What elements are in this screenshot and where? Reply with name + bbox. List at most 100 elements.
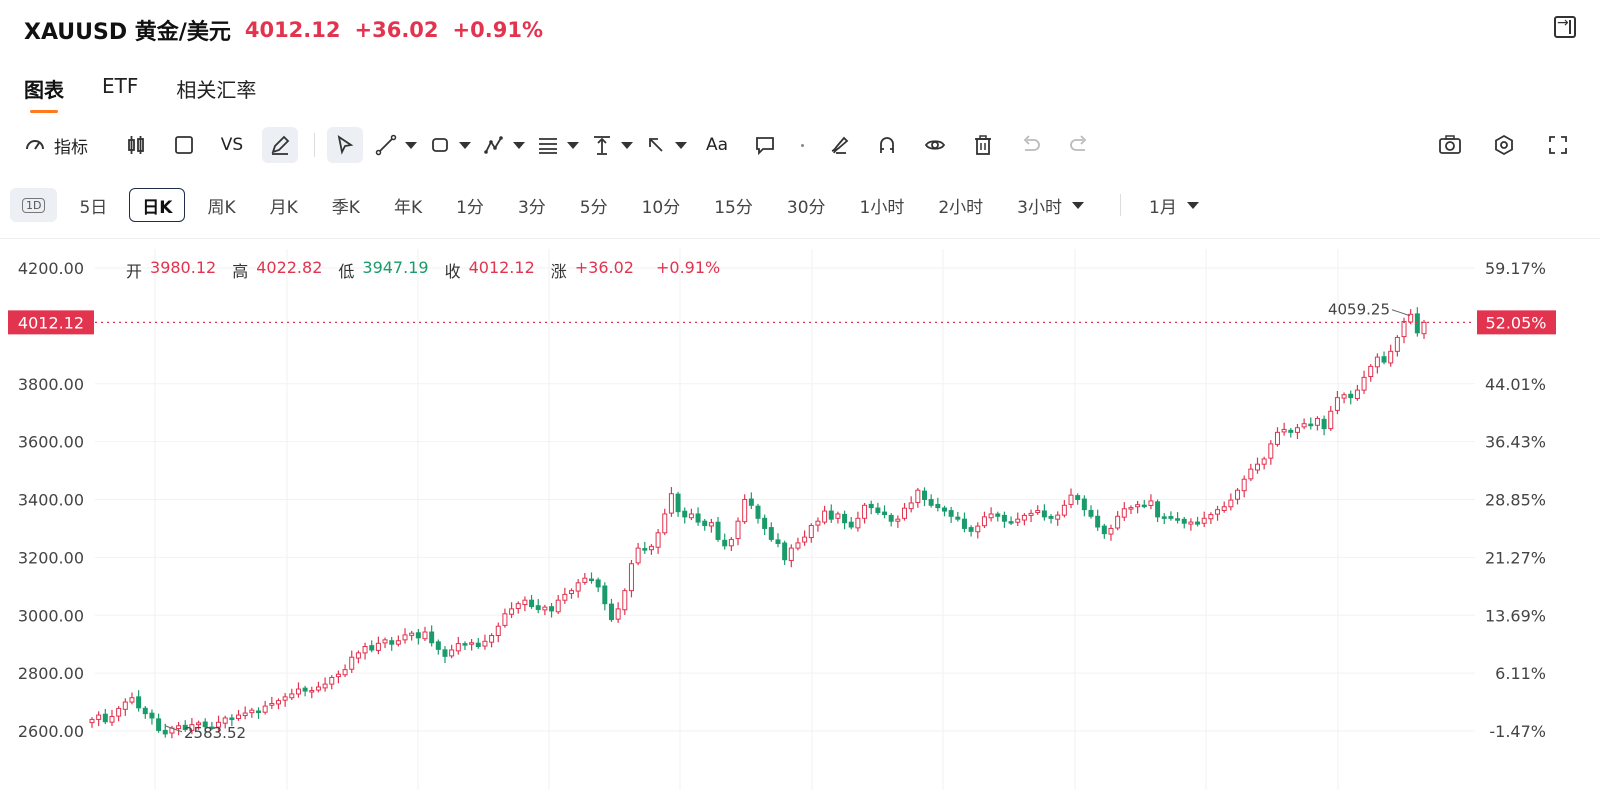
candle-body bbox=[1294, 427, 1300, 433]
candle-body bbox=[389, 640, 395, 645]
undo-button[interactable] bbox=[1013, 127, 1049, 163]
delete-tool[interactable] bbox=[965, 127, 1001, 163]
chevron-down-icon[interactable] bbox=[513, 141, 525, 149]
text-tool[interactable]: Aa bbox=[699, 127, 735, 163]
period-daily[interactable]: 日K bbox=[129, 188, 186, 222]
tab-etf[interactable]: ETF bbox=[102, 74, 139, 98]
y-tick-right: 13.69% bbox=[1485, 606, 1546, 625]
candle-body bbox=[109, 716, 115, 723]
last-price-tag bbox=[8, 310, 94, 335]
candle-body bbox=[429, 631, 435, 644]
chevron-down-icon[interactable] bbox=[405, 141, 417, 149]
candle-body bbox=[249, 709, 255, 714]
screenshot-button[interactable] bbox=[1432, 127, 1468, 163]
period-quarterly[interactable]: 季K bbox=[331, 197, 360, 218]
candle-body bbox=[1155, 501, 1161, 518]
candle-body bbox=[655, 532, 661, 548]
range-label: 1月 bbox=[1149, 197, 1177, 218]
candle-body bbox=[329, 676, 335, 685]
max-annotation-leader bbox=[1391, 309, 1411, 317]
fullscreen-button[interactable] bbox=[1540, 127, 1576, 163]
tab-bar: 图表 ETF 相关汇率 bbox=[24, 74, 257, 113]
candlestick-chart[interactable]: 4200.00 59.17% 3800.00 44.01% 3600.00 36.43% 3… bbox=[0, 239, 1600, 790]
visibility-tool[interactable] bbox=[917, 127, 953, 163]
settings-button[interactable] bbox=[1486, 127, 1522, 163]
period-monthly[interactable]: 月K bbox=[269, 197, 298, 218]
candle-body bbox=[422, 631, 428, 640]
period-3h[interactable]: 3小时 bbox=[1005, 188, 1096, 222]
candle-body bbox=[282, 696, 288, 701]
chevron-down-icon[interactable] bbox=[567, 141, 579, 149]
last-pct-tag bbox=[1477, 310, 1556, 335]
comment-tool[interactable] bbox=[747, 127, 783, 163]
period-1min[interactable]: 1分 bbox=[456, 197, 484, 218]
candle-body bbox=[216, 721, 222, 728]
range-select[interactable]: 1月 bbox=[1137, 188, 1211, 222]
candle-body bbox=[688, 513, 694, 519]
candle-type-button[interactable] bbox=[118, 127, 154, 163]
chart-area[interactable]: 4200.00 59.17% 3800.00 44.01% 3600.00 36.43% 3… bbox=[0, 238, 1600, 790]
y-tick-left: 3400.00 bbox=[18, 491, 84, 510]
square-icon bbox=[175, 136, 193, 154]
candle-body bbox=[635, 547, 641, 564]
open-label: 开 bbox=[126, 262, 143, 281]
candle-body bbox=[948, 510, 954, 517]
candle-body bbox=[382, 639, 388, 644]
chevron-down-icon[interactable] bbox=[621, 141, 633, 149]
redo-button[interactable] bbox=[1061, 127, 1097, 163]
period-10min[interactable]: 10分 bbox=[641, 197, 681, 218]
tab-related-fx[interactable]: 相关汇率 bbox=[176, 78, 257, 102]
period-5d[interactable]: 5日 bbox=[79, 197, 108, 218]
y-tick-right: 44.01% bbox=[1485, 375, 1546, 394]
compare-button[interactable]: VS bbox=[214, 127, 250, 163]
brush-tool[interactable] bbox=[821, 127, 857, 163]
candle-body bbox=[515, 603, 521, 609]
period-1h[interactable]: 1小时 bbox=[859, 197, 905, 218]
period-5min[interactable]: 5分 bbox=[579, 197, 608, 218]
fib-tool[interactable] bbox=[537, 127, 579, 163]
indicator-label: 指标 bbox=[54, 137, 88, 158]
period-15min[interactable]: 15分 bbox=[714, 197, 753, 218]
line-tool[interactable] bbox=[375, 127, 417, 163]
chevron-down-icon[interactable] bbox=[459, 141, 471, 149]
period-1d-toggle[interactable]: 1D bbox=[10, 188, 58, 222]
period-divider bbox=[1120, 194, 1121, 216]
box-button[interactable] bbox=[166, 127, 202, 163]
candle-body bbox=[182, 724, 188, 731]
collapse-panel-icon[interactable] bbox=[1554, 15, 1576, 38]
magnet-tool[interactable] bbox=[869, 127, 905, 163]
cursor-tool[interactable] bbox=[327, 127, 363, 163]
candle-body bbox=[1061, 504, 1067, 516]
candle-body bbox=[549, 606, 555, 612]
candle-body bbox=[1081, 498, 1087, 511]
shape-tool[interactable] bbox=[429, 127, 471, 163]
chevron-down-icon[interactable] bbox=[675, 141, 687, 149]
candle-body bbox=[1221, 506, 1227, 511]
candle-body bbox=[928, 499, 934, 506]
chevron-down-icon bbox=[1186, 201, 1199, 209]
period-weekly[interactable]: 周K bbox=[207, 197, 236, 218]
arrow-tool[interactable] bbox=[645, 127, 687, 163]
pattern-tool[interactable] bbox=[483, 127, 525, 163]
period-yearly[interactable]: 年K bbox=[393, 197, 423, 218]
candle-body bbox=[1208, 514, 1214, 520]
trend-line-icon bbox=[375, 134, 397, 156]
candle-body bbox=[1135, 504, 1141, 508]
candle-body bbox=[1421, 321, 1427, 335]
period-30min[interactable]: 30分 bbox=[786, 197, 826, 218]
period-2h[interactable]: 2小时 bbox=[938, 197, 984, 218]
period-3min[interactable]: 3分 bbox=[517, 197, 546, 218]
candle-body bbox=[455, 643, 461, 652]
draw-toggle-button[interactable] bbox=[262, 127, 298, 163]
indicator-button[interactable]: 指标 bbox=[24, 127, 88, 163]
candle-body bbox=[981, 516, 987, 527]
candle-body bbox=[535, 605, 541, 610]
candle-body bbox=[295, 688, 301, 695]
dot-tool[interactable] bbox=[795, 127, 809, 163]
candle-body bbox=[615, 608, 621, 620]
camera-icon bbox=[1439, 135, 1461, 154]
tab-chart[interactable]: 图表 bbox=[24, 74, 64, 113]
trash-icon bbox=[975, 135, 991, 155]
candle-body bbox=[1215, 509, 1221, 515]
price-line-tool[interactable] bbox=[591, 127, 633, 163]
